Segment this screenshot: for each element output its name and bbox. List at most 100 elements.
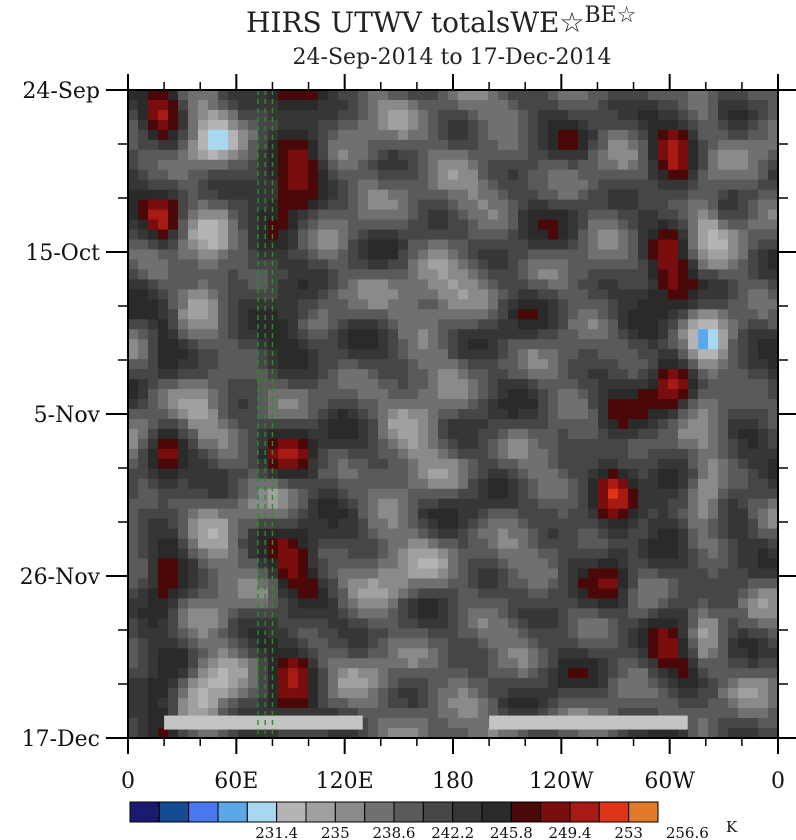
heatmap-cell [548, 159, 559, 171]
heatmap-cell [198, 239, 209, 251]
heatmap-cell [408, 448, 419, 460]
heatmap-cell [408, 508, 419, 520]
heatmap-cell [198, 508, 209, 520]
heatmap-cell [738, 568, 749, 580]
heatmap-cell [178, 359, 189, 370]
heatmap-cell [368, 269, 379, 281]
heatmap-cell [498, 369, 509, 380]
heatmap-cell [768, 359, 778, 370]
heatmap-cell [708, 229, 719, 241]
heatmap-cell [478, 548, 489, 560]
heatmap-cell [558, 508, 569, 520]
heatmap-cell [748, 309, 759, 320]
heatmap-cell [518, 588, 529, 600]
heatmap-cell [708, 239, 719, 251]
heatmap-cell [568, 249, 579, 261]
heatmap-cell [498, 109, 509, 121]
heatmap-cell [398, 349, 409, 360]
heatmap-cell [468, 139, 479, 151]
heatmap-cell [168, 199, 179, 211]
heatmap-cell [478, 688, 489, 699]
heatmap-cell [268, 289, 279, 300]
heatmap-cell [418, 478, 429, 490]
heatmap-cell [698, 149, 709, 161]
heatmap-cell [248, 708, 259, 719]
heatmap-cell [138, 169, 149, 181]
heatmap-cell [278, 269, 289, 281]
heatmap-cell [748, 369, 759, 380]
heatmap-cell [208, 389, 219, 400]
heatmap-cell [498, 658, 509, 669]
heatmap-cell [258, 438, 269, 450]
heatmap-cell [258, 578, 269, 590]
heatmap-cell [728, 229, 739, 241]
heatmap-cell [568, 688, 579, 699]
heatmap-cell [538, 678, 549, 689]
heatmap-cell [128, 668, 139, 679]
colorbar-label: 249.4 [549, 824, 592, 840]
heatmap-cell [538, 219, 549, 231]
heatmap-cell [398, 578, 409, 590]
heatmap-cell [758, 458, 769, 470]
heatmap-cell [148, 359, 159, 370]
heatmap-cell [338, 448, 349, 460]
heatmap-cell [418, 339, 429, 350]
heatmap-cell [248, 658, 259, 669]
heatmap-cell [398, 229, 409, 241]
heatmap-cell [358, 199, 369, 211]
heatmap-cell [418, 618, 429, 629]
heatmap-cell [568, 229, 579, 241]
heatmap-cell [708, 668, 719, 679]
heatmap-cell [528, 468, 539, 480]
heatmap-cell [198, 598, 209, 609]
heatmap-cell [648, 568, 659, 580]
heatmap-cell [438, 588, 449, 600]
heatmap-cell [308, 239, 319, 251]
heatmap-cell [738, 149, 749, 161]
heatmap-cell [408, 119, 419, 131]
heatmap-cell [708, 448, 719, 460]
heatmap-cell [588, 438, 599, 450]
heatmap-cell [498, 349, 509, 360]
heatmap-cell [168, 139, 179, 151]
heatmap-cell [138, 418, 149, 430]
heatmap-cell [258, 269, 269, 281]
heatmap-cell [538, 379, 549, 390]
heatmap-cell [178, 648, 189, 659]
heatmap-cell [398, 468, 409, 480]
heatmap-cell [528, 279, 539, 290]
heatmap-cell [188, 528, 199, 540]
heatmap-cell [518, 399, 529, 410]
heatmap-cell [558, 119, 569, 131]
heatmap-cell [338, 728, 349, 738]
heatmap-cell [408, 538, 419, 550]
heatmap-cell [428, 119, 439, 131]
heatmap-cell [758, 488, 769, 500]
heatmap-cell [268, 369, 279, 380]
heatmap-cell [648, 448, 659, 460]
heatmap-cell [278, 149, 289, 161]
heatmap-cell [438, 329, 449, 340]
heatmap-cell [308, 548, 319, 560]
heatmap-cell [448, 379, 459, 390]
heatmap-cell [508, 548, 519, 560]
heatmap-cell [698, 329, 709, 340]
heatmap-cell [568, 598, 579, 609]
heatmap-cell [568, 139, 579, 151]
heatmap-cell [328, 538, 339, 550]
heatmap-cell [408, 279, 419, 290]
heatmap-cell [468, 718, 479, 729]
heatmap-cell [128, 209, 139, 221]
heatmap-cell [748, 488, 759, 500]
heatmap-cell [338, 698, 349, 709]
heatmap-cell [348, 508, 359, 520]
heatmap-cell [438, 189, 449, 201]
heatmap-cell [668, 608, 679, 619]
heatmap-cell [738, 229, 749, 241]
heatmap-cell [518, 418, 529, 430]
heatmap-cell [398, 239, 409, 251]
heatmap-cell [188, 189, 199, 201]
x-tick-label: 120W [529, 769, 594, 794]
heatmap-cell [448, 219, 459, 231]
heatmap-cell [268, 249, 279, 261]
